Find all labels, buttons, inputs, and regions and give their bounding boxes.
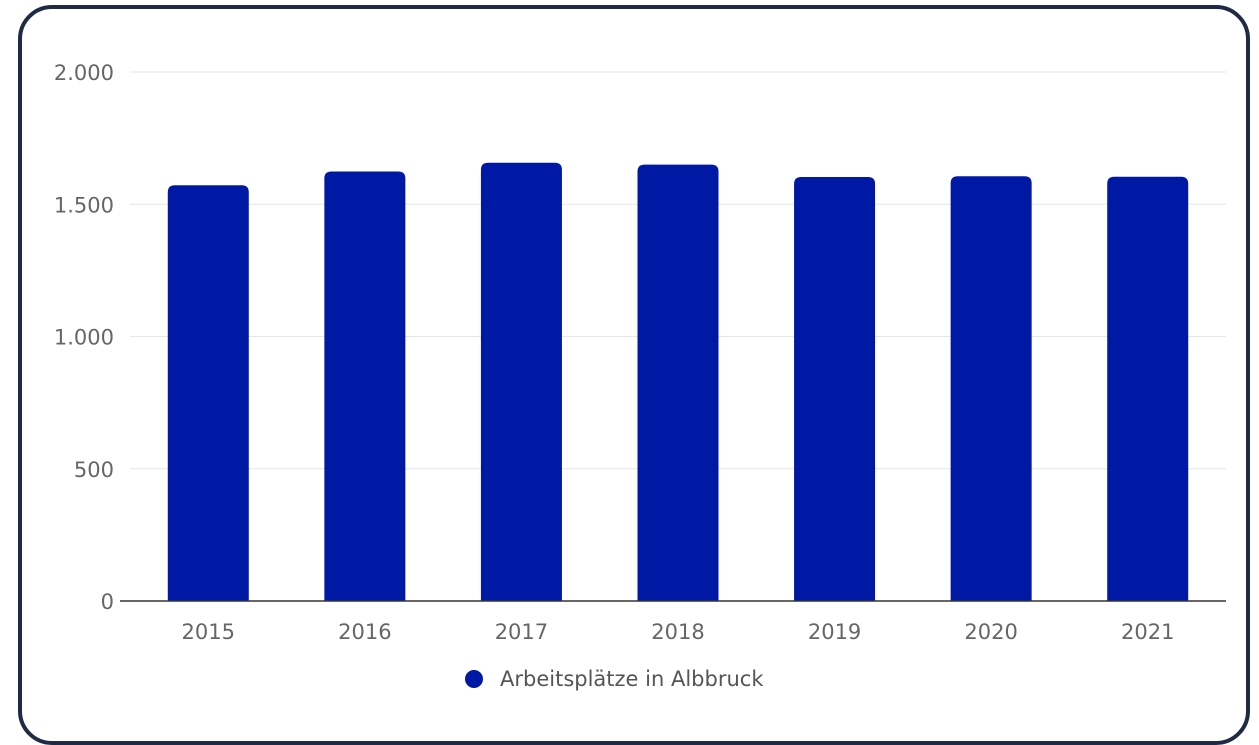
x-tick-label: 2019 [808,620,861,644]
y-tick-label: 1.500 [54,193,114,217]
y-axis-ticks: 0 500 1.000 1.500 2.000 [54,61,114,614]
bar-2019[interactable] [794,177,876,601]
y-tick-label: 1.000 [54,326,114,350]
y-tick-label: 500 [74,458,114,482]
bar-2016[interactable] [324,171,406,601]
x-tick-label: 2017 [495,620,548,644]
x-tick-label: 2020 [964,620,1017,644]
x-axis-ticks: 2015 2016 2017 2018 2019 2020 2021 [182,620,1175,644]
x-tick-label: 2016 [338,620,391,644]
bar-2021[interactable] [1107,176,1189,601]
legend: Arbeitsplätze in Albbruck [465,667,764,691]
legend-marker [465,670,483,688]
bar-2015[interactable] [167,185,249,601]
bar-2017[interactable] [480,162,562,601]
legend-label: Arbeitsplätze in Albbruck [500,667,764,691]
y-tick-label: 2.000 [54,61,114,85]
bars [167,162,1189,601]
y-tick-label: 0 [101,590,114,614]
x-tick-label: 2021 [1121,620,1174,644]
bar-2020[interactable] [950,176,1032,601]
x-tick-label: 2018 [651,620,704,644]
x-tick-label: 2015 [182,620,235,644]
bar-chart: 0 500 1.000 1.500 2.000 2015 2016 2017 2018 2019… [54,61,1226,691]
bar-2018[interactable] [637,164,719,601]
